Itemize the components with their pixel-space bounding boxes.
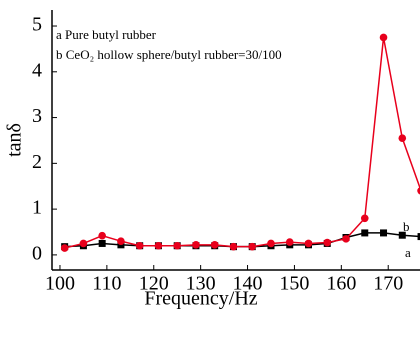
point <box>98 239 106 247</box>
point <box>417 233 420 241</box>
y-tick-label: 1 <box>32 197 42 219</box>
point <box>135 241 144 250</box>
y-tick-label: 5 <box>32 14 42 36</box>
annotation: b <box>403 219 410 234</box>
point <box>304 239 313 248</box>
point <box>267 239 275 248</box>
point <box>154 241 163 250</box>
point <box>60 244 69 252</box>
y-tick-label: 3 <box>32 105 42 127</box>
point <box>417 187 420 195</box>
point <box>173 241 182 250</box>
y-tick-label: 4 <box>32 59 42 81</box>
annotation: a <box>405 245 411 260</box>
y-tick-label: 2 <box>32 151 42 173</box>
legend-entry: b CeO₂ hollow sphere/butyl rubber=30/100 <box>56 47 282 62</box>
point <box>117 237 125 245</box>
point <box>248 242 257 251</box>
x-tick-label: 170 <box>373 273 403 295</box>
point <box>342 235 350 243</box>
x-tick-label: 120 <box>139 273 169 295</box>
point <box>398 231 406 239</box>
y-axis-label: tanδ <box>4 123 26 157</box>
point <box>210 241 219 249</box>
x-tick-label: 140 <box>233 273 263 295</box>
x-axis-label: Frequency/Hz <box>144 288 257 310</box>
x-tick-label: 130 <box>186 273 216 295</box>
x-tick-label: 150 <box>279 273 309 295</box>
x-tick-label: 160 <box>326 273 356 295</box>
point <box>79 239 88 248</box>
y-tick-label: 0 <box>32 242 42 264</box>
point <box>380 229 388 237</box>
point <box>229 242 238 251</box>
point <box>192 241 200 249</box>
x-tick-label: 100 <box>45 273 75 295</box>
point <box>398 134 407 142</box>
point <box>361 229 369 237</box>
point <box>360 214 369 223</box>
x-tick-label: 110 <box>92 273 121 295</box>
point <box>379 33 388 42</box>
point <box>98 231 106 240</box>
point <box>285 238 294 246</box>
point <box>323 238 332 247</box>
legend-entry: a Pure butyl rubber <box>56 27 157 42</box>
